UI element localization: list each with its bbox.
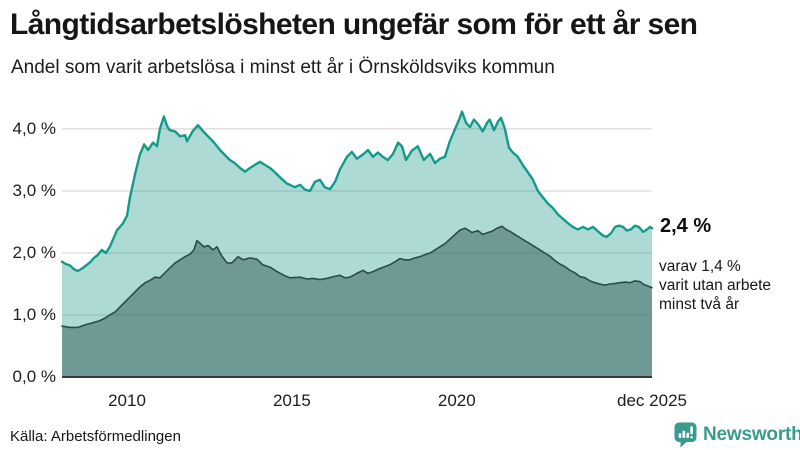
x-axis-tick-label: 2010: [108, 391, 146, 410]
page-subtitle: Andel som varit arbetslösa i minst ett å…: [11, 57, 555, 78]
x-axis-tick-label: dec 2025: [617, 391, 687, 410]
secondary-annotation: varav 1,4 % varit utan arbete minst två …: [659, 258, 772, 313]
newsworthy-logo-icon: [674, 422, 697, 448]
newsworthy-logo: Newsworthy: [674, 422, 800, 448]
y-axis-tick-label: 1,0 %: [12, 304, 56, 324]
newsworthy-wordmark: Newsworthy: [703, 424, 800, 445]
area-series-0: [62, 111, 652, 377]
source-label: Källa: Arbetsförmedlingen: [10, 428, 181, 445]
page-title: Långtidsarbetslösheten ungefär som för e…: [10, 8, 698, 41]
latest-value-label: 2,4 %: [660, 215, 712, 237]
y-axis-tick-label: 3,0 %: [12, 180, 56, 200]
y-axis-tick-label: 2,0 %: [12, 242, 56, 262]
y-axis-tick-label: 0,0 %: [12, 367, 56, 386]
line-series-0: [60, 110, 654, 273]
x-axis-tick-label: 2015: [272, 391, 311, 410]
area-series-1: [62, 226, 652, 377]
y-axis-tick-label: 4,0 %: [12, 118, 56, 138]
line-series-1: [61, 225, 653, 329]
x-axis-tick-label: 2020: [437, 391, 476, 410]
